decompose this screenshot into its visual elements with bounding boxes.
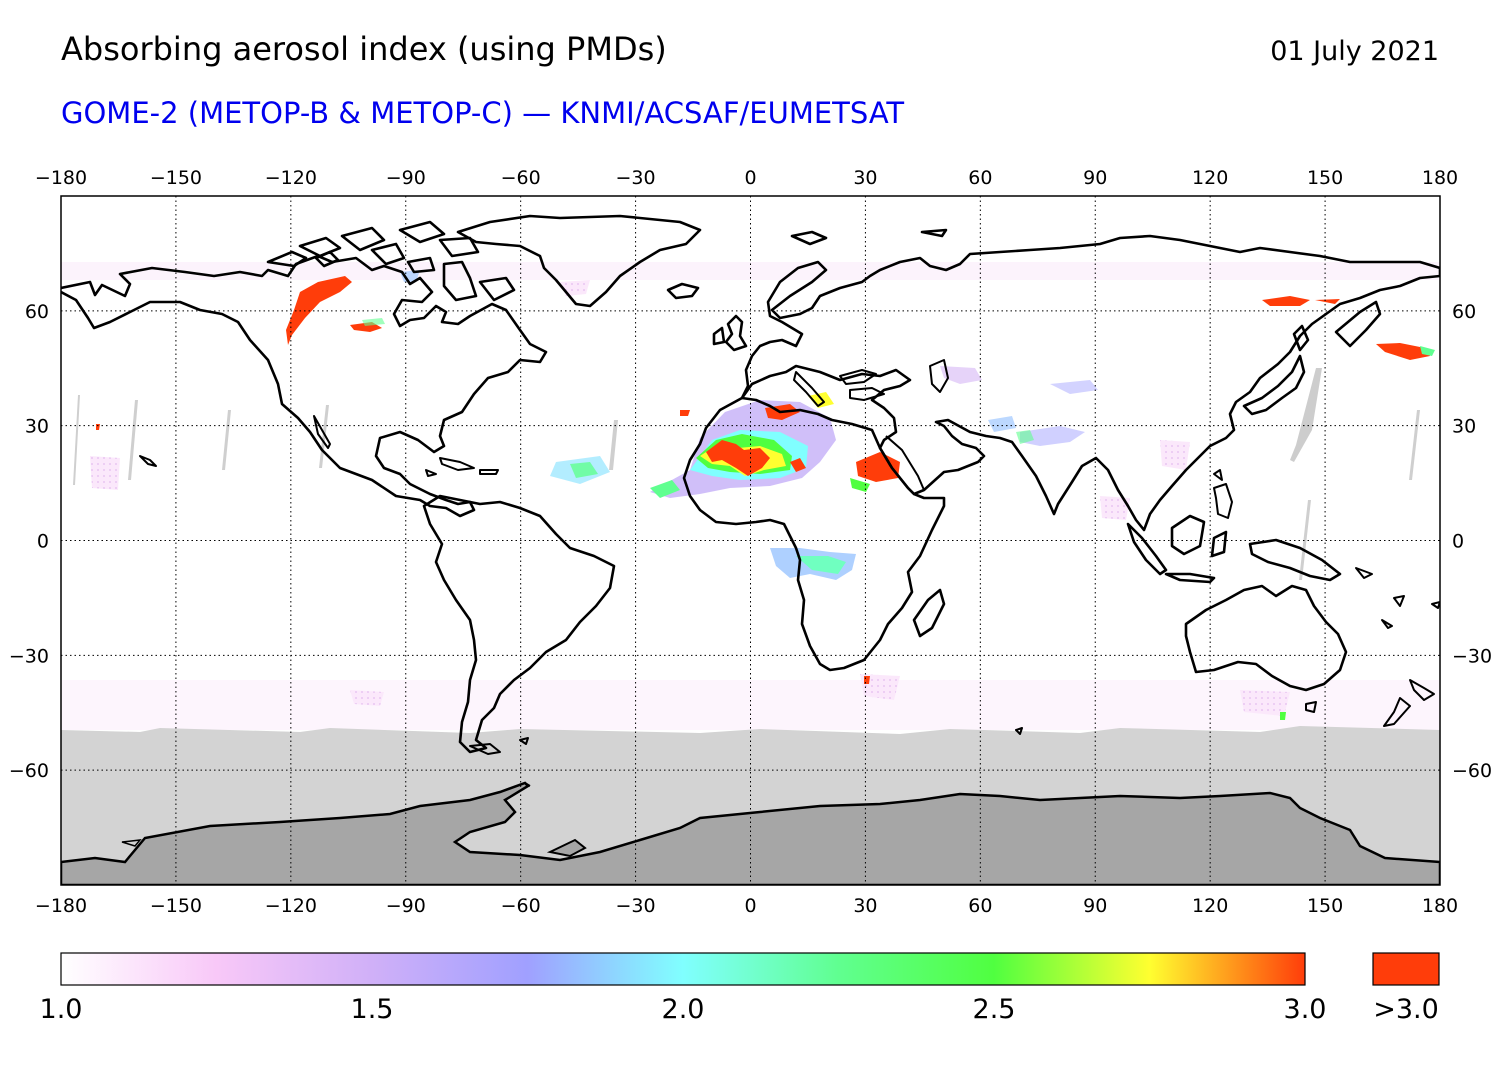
faint-aerosol	[90, 456, 120, 490]
lat-tick-label-left: −60	[9, 760, 49, 782]
lon-tick-label-bottom: 150	[1307, 895, 1343, 917]
lon-tick-label-top: −60	[501, 167, 541, 189]
island	[121, 839, 142, 847]
orbit-gap	[128, 400, 138, 480]
map-frame	[60, 195, 1441, 886]
smoke-plume-siberia	[1262, 296, 1310, 306]
colorbar-overflow-label: >3.0	[1373, 994, 1439, 1025]
faint-aerosol	[1100, 496, 1130, 520]
colorbar-tick-label: 1.5	[350, 994, 394, 1025]
lat-tick-label-right: −30	[1452, 645, 1492, 667]
orbit-gap	[1299, 500, 1311, 580]
lat-tick-label-left: 0	[37, 531, 49, 553]
orbit-gap	[222, 410, 231, 470]
asia-aerosol	[1020, 426, 1085, 446]
map-title: Absorbing aerosol index (using PMDs)	[61, 30, 667, 68]
lon-tick-label-bottom: 0	[744, 895, 756, 917]
smoke-plume-siberia-east	[1315, 299, 1340, 304]
plume-edge	[362, 318, 385, 326]
aerosol-plumes	[90, 270, 1435, 720]
sahara-dust-spot	[790, 458, 806, 472]
lon-tick-label-bottom: −90	[386, 895, 426, 917]
orbit-gap	[1290, 368, 1322, 462]
lon-tick-label-top: 180	[1422, 167, 1458, 189]
small-hotspot	[680, 410, 690, 416]
lon-tick-label-bottom: −180	[35, 895, 87, 917]
smoke-plume-canada	[286, 276, 352, 345]
colorbar-tick-label: 3.0	[1283, 994, 1327, 1025]
colorbar-tick-label: 1.0	[39, 994, 83, 1025]
lat-tick-label-right: 30	[1452, 416, 1476, 438]
asia-aerosol	[1050, 380, 1098, 394]
lon-tick-label-top: 120	[1192, 167, 1228, 189]
lat-tick-label-left: 60	[25, 301, 49, 323]
asia-aerosol	[940, 366, 982, 384]
lon-tick-label-top: 0	[744, 167, 756, 189]
lon-tick-label-top: 90	[1083, 167, 1107, 189]
lon-tick-label-bottom: −120	[265, 895, 317, 917]
colorbar-overflow-swatch	[1372, 952, 1440, 986]
faint-aerosol	[1160, 440, 1190, 470]
coastlines	[61, 214, 1440, 787]
lon-tick-label-bottom: 180	[1422, 895, 1458, 917]
faint-aerosol	[350, 690, 384, 706]
lon-tick-label-top: −150	[150, 167, 202, 189]
lon-tick-label-bottom: 30	[853, 895, 877, 917]
small-hotspot	[864, 676, 870, 684]
lat-tick-label-right: −60	[1452, 760, 1492, 782]
lon-tick-label-top: 150	[1307, 167, 1343, 189]
map-tick-labels: −180 −180 −150 −150 −120 −120 −90 −90 −60 −60 −30 −…	[9, 167, 1492, 917]
smoke-plume-pacific	[1376, 343, 1430, 360]
faint-aerosol	[860, 674, 900, 700]
orbit-gap	[73, 395, 80, 485]
colorbar-tick-label: 2.0	[661, 994, 705, 1025]
lat-tick-label-left: 30	[25, 416, 49, 438]
map-gridlines	[61, 196, 1440, 885]
faint-aerosol	[1240, 690, 1290, 716]
map-date: 01 July 2021	[1270, 36, 1439, 67]
lon-tick-label-top: −120	[265, 167, 317, 189]
lon-tick-label-bottom: 60	[968, 895, 992, 917]
plume-edge	[1420, 346, 1435, 356]
asia-aerosol	[988, 416, 1016, 432]
atlantic-dust	[650, 480, 680, 498]
asia-aerosol	[1016, 430, 1034, 444]
colorbar	[60, 952, 1306, 986]
sudan-dust	[856, 452, 900, 482]
lon-tick-label-bottom: 90	[1083, 895, 1107, 917]
ice-shelf	[546, 838, 587, 858]
map-subtitle: GOME-2 (METOP-B & METOP-C) — KNMI/ACSAF/…	[61, 96, 905, 130]
orbit-gap	[319, 405, 329, 468]
lon-tick-label-top: 60	[968, 167, 992, 189]
small-hotspot	[1280, 712, 1286, 720]
lon-tick-label-bottom: −60	[501, 895, 541, 917]
sahara-dust-core	[706, 440, 770, 476]
lon-tick-label-top: −30	[616, 167, 656, 189]
lat-tick-label-right: 0	[1452, 531, 1464, 553]
lon-tick-label-top: −180	[35, 167, 87, 189]
orbit-gap	[1409, 410, 1420, 480]
lon-tick-label-top: 30	[853, 167, 877, 189]
lon-tick-label-top: −90	[386, 167, 426, 189]
central-africa-aerosol-core	[796, 556, 846, 574]
colorbar-tick-label: 2.5	[972, 994, 1016, 1025]
lon-tick-label-bottom: −150	[150, 895, 202, 917]
atlantic-dust-transport	[570, 462, 598, 478]
lat-tick-label-right: 60	[1452, 301, 1476, 323]
orbit-gap	[609, 420, 618, 470]
lon-tick-label-bottom: 120	[1192, 895, 1228, 917]
lon-tick-label-bottom: −30	[616, 895, 656, 917]
lat-tick-label-left: −30	[9, 645, 49, 667]
